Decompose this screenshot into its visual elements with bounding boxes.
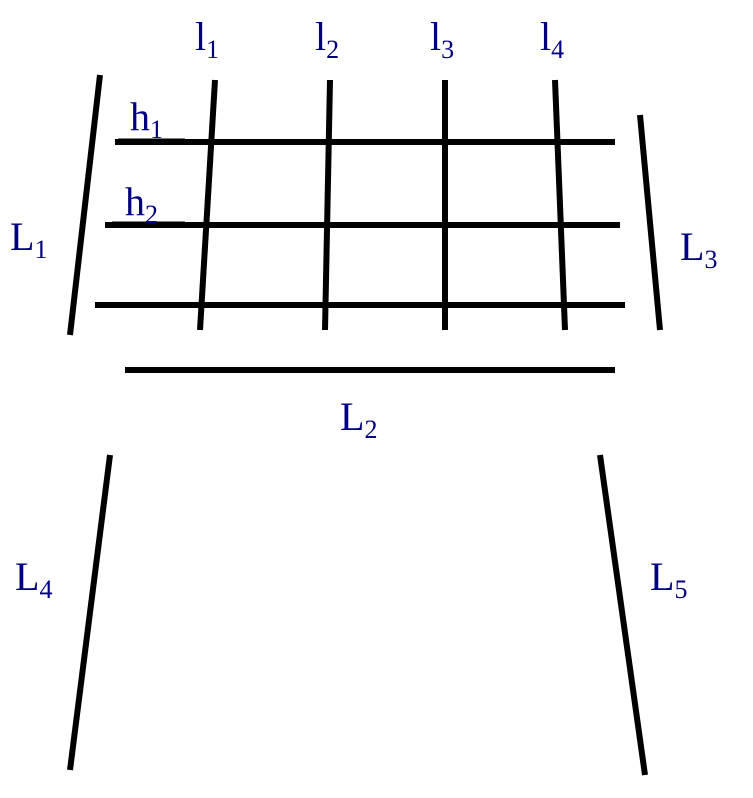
label-L5-sub: 5 (674, 575, 687, 604)
grid-v-1 (200, 80, 215, 330)
label-L4: L4 (15, 554, 52, 604)
label-L4-sub: 4 (39, 575, 52, 604)
label-h2: h2 (125, 179, 158, 229)
line-L4 (70, 455, 110, 770)
label-L5-main: L (650, 554, 674, 599)
label-l4-main: l (540, 14, 551, 59)
label-L1-main: L (10, 214, 34, 259)
grid-v-2 (325, 80, 330, 330)
label-h2-sub: 2 (145, 200, 158, 229)
label-l4-sub: 4 (551, 35, 564, 64)
label-l3-sub: 3 (441, 35, 454, 64)
label-l2-main: l (315, 14, 326, 59)
label-h2-main: h (125, 179, 145, 224)
label-L2-sub: 2 (364, 415, 377, 444)
label-l2-sub: 2 (326, 35, 339, 64)
label-L4-main: L (15, 554, 39, 599)
label-L3-sub: 3 (704, 245, 717, 274)
label-l1-main: l (195, 14, 206, 59)
label-L1-sub: 1 (34, 235, 47, 264)
label-L5: L5 (650, 554, 687, 604)
label-l4: l4 (540, 14, 564, 64)
label-L3-main: L (680, 224, 704, 269)
label-l2: l2 (315, 14, 339, 64)
label-l3-main: l (430, 14, 441, 59)
label-l1: l1 (195, 14, 219, 64)
label-l3: l3 (430, 14, 454, 64)
label-l1-sub: 1 (206, 35, 219, 64)
line-L5 (600, 455, 645, 775)
label-h1-main: h (130, 94, 150, 139)
label-h1: h1 (130, 94, 163, 144)
label-L3: L3 (680, 224, 717, 274)
label-h1-sub: 1 (150, 115, 163, 144)
label-L2-main: L (340, 394, 364, 439)
grid-v-4 (555, 80, 565, 330)
line-L1 (70, 75, 100, 335)
line-L3 (640, 115, 660, 330)
structural-diagram: l1 l2 l3 l4 h1 h2 L1 L2 L3 L4 L5 (0, 0, 753, 798)
label-L2: L2 (340, 394, 377, 444)
label-L1: L1 (10, 214, 47, 264)
